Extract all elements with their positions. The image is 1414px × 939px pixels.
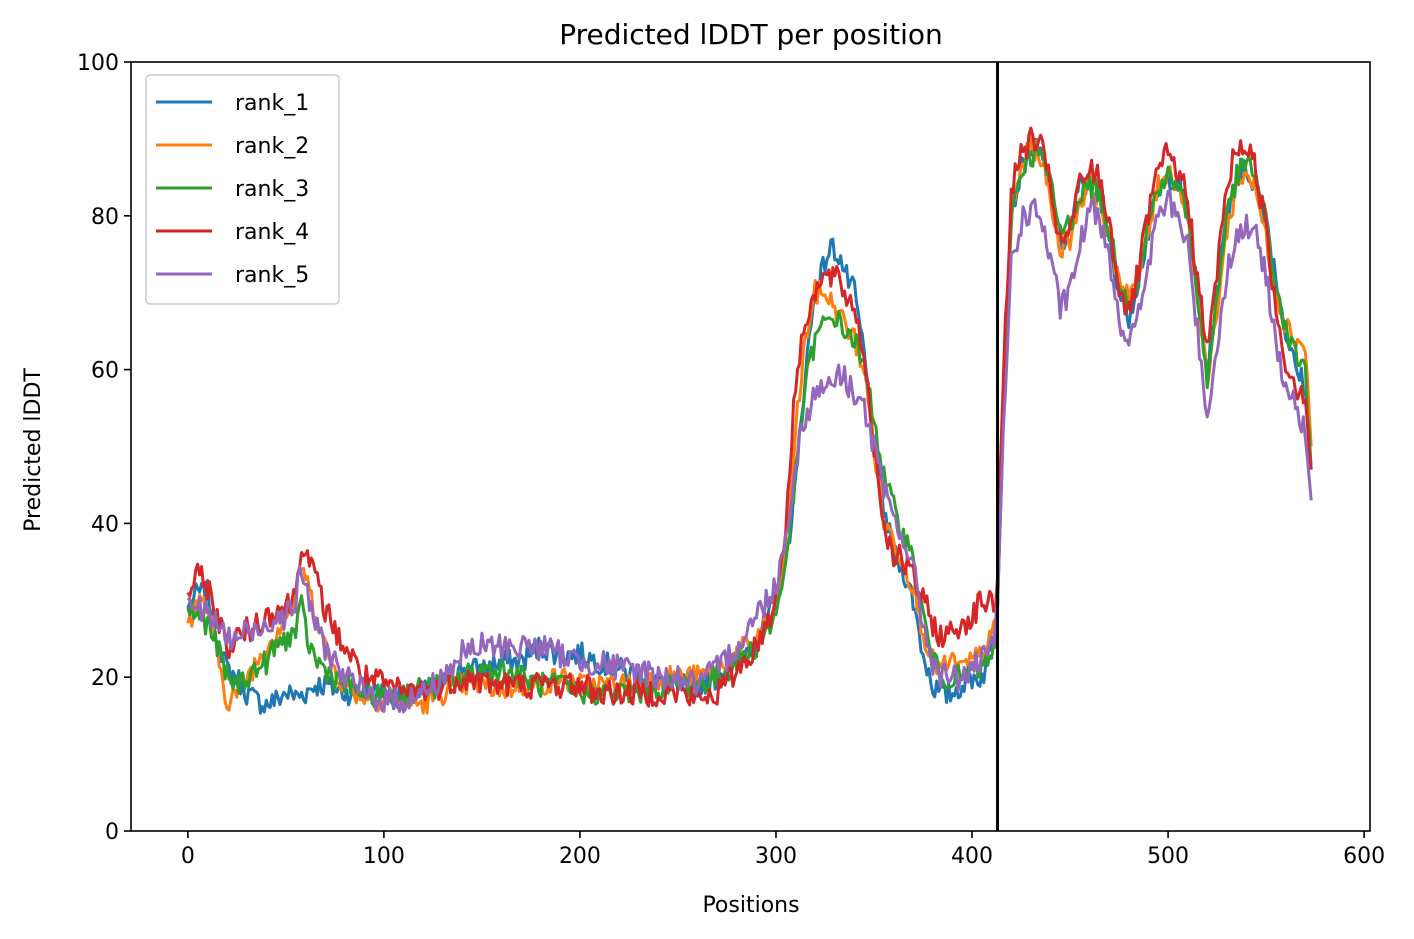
y-tick-label: 20 [91, 666, 119, 691]
x-tick-label: 400 [951, 844, 993, 869]
y-tick-label: 60 [91, 359, 119, 384]
x-axis-label: Positions [702, 893, 799, 918]
chart-title: Predicted lDDT per position [559, 18, 943, 51]
x-tick-label: 100 [363, 844, 405, 869]
axes-frame [130, 61, 1371, 832]
legend-label: rank_1 [235, 91, 309, 116]
y-tick-label: 100 [77, 51, 119, 76]
legend-label: rank_5 [235, 263, 309, 288]
y-tick-label: 40 [91, 512, 119, 537]
x-tick-label: 300 [755, 844, 797, 869]
legend-label: rank_3 [235, 177, 309, 202]
y-axis-ticks: 0 20 40 60 80 100 [77, 51, 131, 845]
legend-box [145, 74, 340, 305]
y-tick-label: 0 [105, 820, 119, 845]
x-tick-label: 0 [181, 844, 195, 869]
x-tick-label: 600 [1343, 844, 1385, 869]
y-tick-label: 80 [91, 205, 119, 230]
series-line-rank-4 [186, 126, 1313, 708]
x-tick-label: 200 [559, 844, 601, 869]
legend-label: rank_2 [235, 134, 309, 159]
series-layer [186, 126, 1313, 715]
legend-label: rank_4 [235, 220, 309, 245]
legend: rank_1 rank_2 rank_3 rank_4 rank_5 [145, 74, 340, 305]
x-tick-label: 500 [1147, 844, 1189, 869]
plot-area [186, 126, 1313, 715]
x-axis-ticks: 0 100 200 300 400 500 600 [181, 831, 1385, 869]
y-axis-label: Predicted lDDT [21, 368, 46, 532]
series-line-rank-5 [186, 189, 1313, 714]
